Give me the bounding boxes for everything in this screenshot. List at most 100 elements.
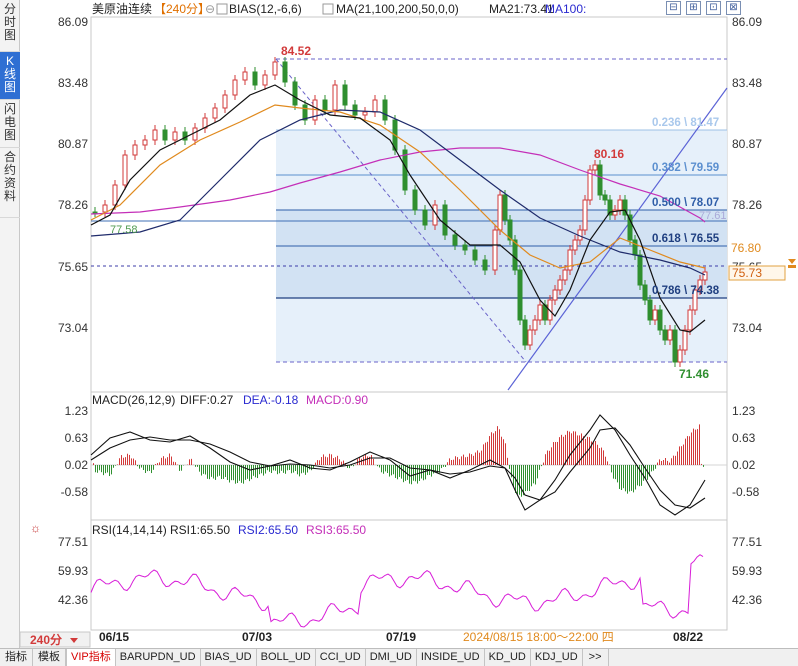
macd-bar (493, 433, 494, 465)
tab-boll[interactable]: BOLL_UD (257, 649, 316, 666)
macd-dea-line (90, 427, 706, 509)
tab-kd[interactable]: KD_UD (485, 649, 531, 666)
macd-bar (211, 465, 212, 477)
macd-bar (551, 447, 552, 465)
macd-bar (105, 465, 106, 474)
macd-bar (265, 465, 266, 474)
macd-bar (225, 465, 226, 478)
macd-bar (609, 464, 610, 465)
candle-body (612, 209, 618, 216)
tab-dmi[interactable]: DMI_UD (366, 649, 417, 666)
macd-bar (529, 465, 530, 491)
macd-bar (523, 465, 524, 496)
candle-body (562, 269, 568, 281)
macd-bar (153, 465, 154, 470)
price-marker-icon (788, 259, 796, 264)
macd-bar (643, 465, 644, 481)
macd-bar (665, 458, 666, 465)
tab-flash-chart[interactable]: 闪电图 (0, 100, 20, 148)
minimize-pane-icon[interactable]: ⊟ (666, 1, 681, 15)
bias-indicator-label: BIAS(12,-6,6) (229, 2, 302, 16)
macd-bar (577, 435, 578, 465)
tab-vip-indicators[interactable]: VIP指标 (66, 649, 116, 666)
macd-bar (119, 458, 120, 465)
candle-body (592, 164, 598, 171)
more-tabs-button[interactable]: >> (583, 649, 609, 666)
svg-text:42.36: 42.36 (58, 593, 88, 607)
macd-bar (289, 465, 290, 470)
tab-timeshare-chart[interactable]: 分时图 (0, 0, 20, 52)
candle-body (442, 204, 448, 236)
macd-bar (209, 465, 210, 480)
tab-barupdn[interactable]: BARUPDN_UD (116, 649, 201, 666)
svg-text:83.48: 83.48 (58, 76, 88, 90)
macd-bar (175, 462, 176, 465)
macd-bar (167, 457, 168, 465)
macd-bar (235, 465, 236, 484)
rsi-panel-frame (90, 519, 728, 631)
expand-pane-icon[interactable]: ⊞ (686, 1, 701, 15)
tab-indicators[interactable]: 指标 (0, 649, 33, 666)
period-label[interactable]: 【240分】 (154, 2, 210, 16)
macd-bar (367, 456, 368, 465)
macd-bar (201, 465, 202, 476)
ma-toggle-icon[interactable] (322, 3, 334, 15)
macd-bar (605, 456, 606, 465)
tab-kline-chart[interactable]: K线图 (0, 52, 20, 100)
tab-contract-info[interactable]: 合约资料 (0, 148, 20, 218)
macd-bar (319, 460, 320, 465)
macd-bar (373, 458, 374, 465)
bias-toggle-icon[interactable] (216, 3, 228, 15)
candle-body (522, 319, 528, 346)
macd-bar (149, 465, 150, 471)
tab-templates[interactable]: 模板 (33, 649, 66, 666)
macd-bar (627, 465, 628, 494)
macd-bar (241, 465, 242, 483)
restore-pane-icon[interactable]: ⊡ (706, 1, 721, 15)
tab-inside[interactable]: INSIDE_UD (417, 649, 485, 666)
macd-bar (527, 465, 528, 491)
macd-bar (329, 453, 330, 465)
macd-diff-line (90, 414, 706, 516)
macd-bar (133, 458, 134, 465)
candle-body (152, 129, 158, 141)
tab-bias[interactable]: BIAS_UD (201, 649, 257, 666)
candle-body (232, 79, 238, 96)
candle-body (252, 71, 258, 86)
svg-text:77.51: 77.51 (732, 535, 762, 549)
macd-bar (109, 465, 110, 477)
close-pane-icon[interactable]: ⊠ (726, 1, 741, 15)
macd-bar (307, 465, 308, 473)
candle-body (122, 154, 128, 186)
rsi-settings-icon[interactable]: ☼ (30, 521, 41, 535)
macd-bar (101, 465, 102, 473)
svg-text:78.26: 78.26 (58, 198, 88, 212)
svg-text:0.382 \ 79.59: 0.382 \ 79.59 (652, 162, 719, 174)
macd-bar (559, 437, 560, 465)
candle-body (672, 329, 678, 363)
svg-text:42.36: 42.36 (732, 593, 762, 607)
candle-body (302, 104, 308, 121)
macd-bar (257, 465, 258, 479)
candle-body (282, 61, 288, 83)
macd-axis-left: 1.23 0.63 0.02 -0.58 (61, 404, 89, 499)
candle-body (112, 184, 118, 206)
macd-bar (247, 465, 248, 479)
candle-body (162, 129, 168, 141)
period-button-label[interactable]: 240分 (30, 632, 62, 647)
period-button[interactable] (20, 631, 91, 648)
candle-body (552, 289, 558, 301)
tab-kdj[interactable]: KDJ_UD (531, 649, 583, 666)
macd-panel-frame (90, 391, 728, 521)
svg-text:07/19: 07/19 (386, 630, 416, 644)
macd-bar (667, 460, 668, 465)
macd-bar (453, 459, 454, 465)
period-caret-icon[interactable] (70, 638, 78, 643)
tab-cci[interactable]: CCI_UD (316, 649, 366, 666)
kline-chart[interactable]: 86.09 83.48 80.87 78.26 75.65 73.04 86.0… (20, 0, 798, 648)
period-dropdown-icon[interactable]: ⊖ (205, 2, 215, 16)
macd-bar (95, 465, 96, 473)
macd-bar (659, 459, 660, 465)
macd-bar (677, 451, 678, 465)
svg-text:DEA:-0.18: DEA:-0.18 (243, 393, 299, 407)
